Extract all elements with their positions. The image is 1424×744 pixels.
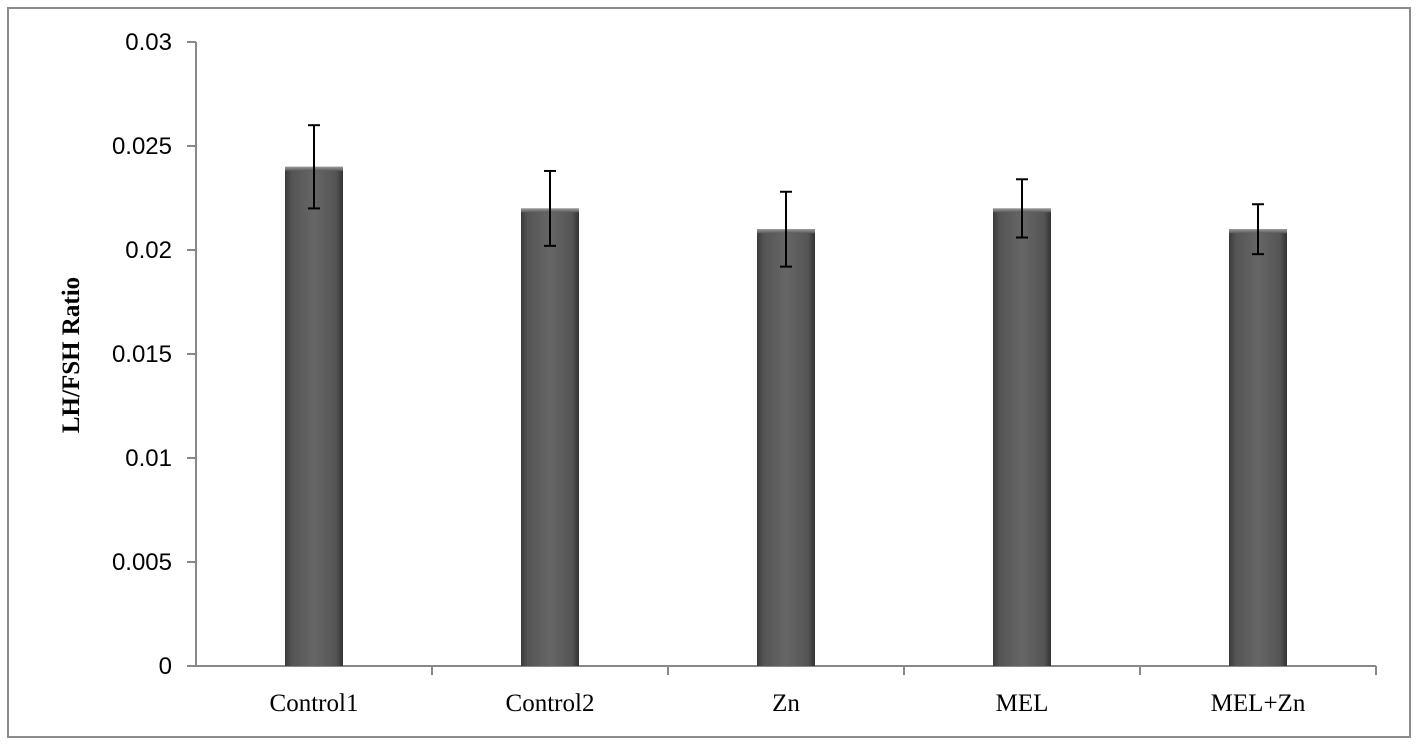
y-tick-label: 0.03 <box>125 29 172 56</box>
y-axis-title: LH/FSH Ratio <box>58 277 85 433</box>
x-category-label: MEL <box>996 690 1049 717</box>
x-category-label: MEL+Zn <box>1211 690 1306 717</box>
bar-control2 <box>521 208 579 666</box>
bar-mel <box>993 208 1051 666</box>
y-tick-label: 0.015 <box>112 341 172 368</box>
y-tick-label: 0.02 <box>125 237 172 264</box>
y-tick-label: 0 <box>159 653 172 680</box>
bar-control1 <box>285 166 343 667</box>
y-tick-label: 0.005 <box>112 549 172 576</box>
chart-frame <box>7 7 1411 738</box>
x-category-label: Control2 <box>506 690 595 717</box>
x-category-label: Control1 <box>270 690 359 717</box>
bar-zn <box>757 229 815 666</box>
y-tick-label: 0.025 <box>112 133 172 160</box>
x-category-label: Zn <box>772 690 800 717</box>
y-tick-label: 0.01 <box>125 445 172 472</box>
bar-mel-zn <box>1229 229 1287 666</box>
